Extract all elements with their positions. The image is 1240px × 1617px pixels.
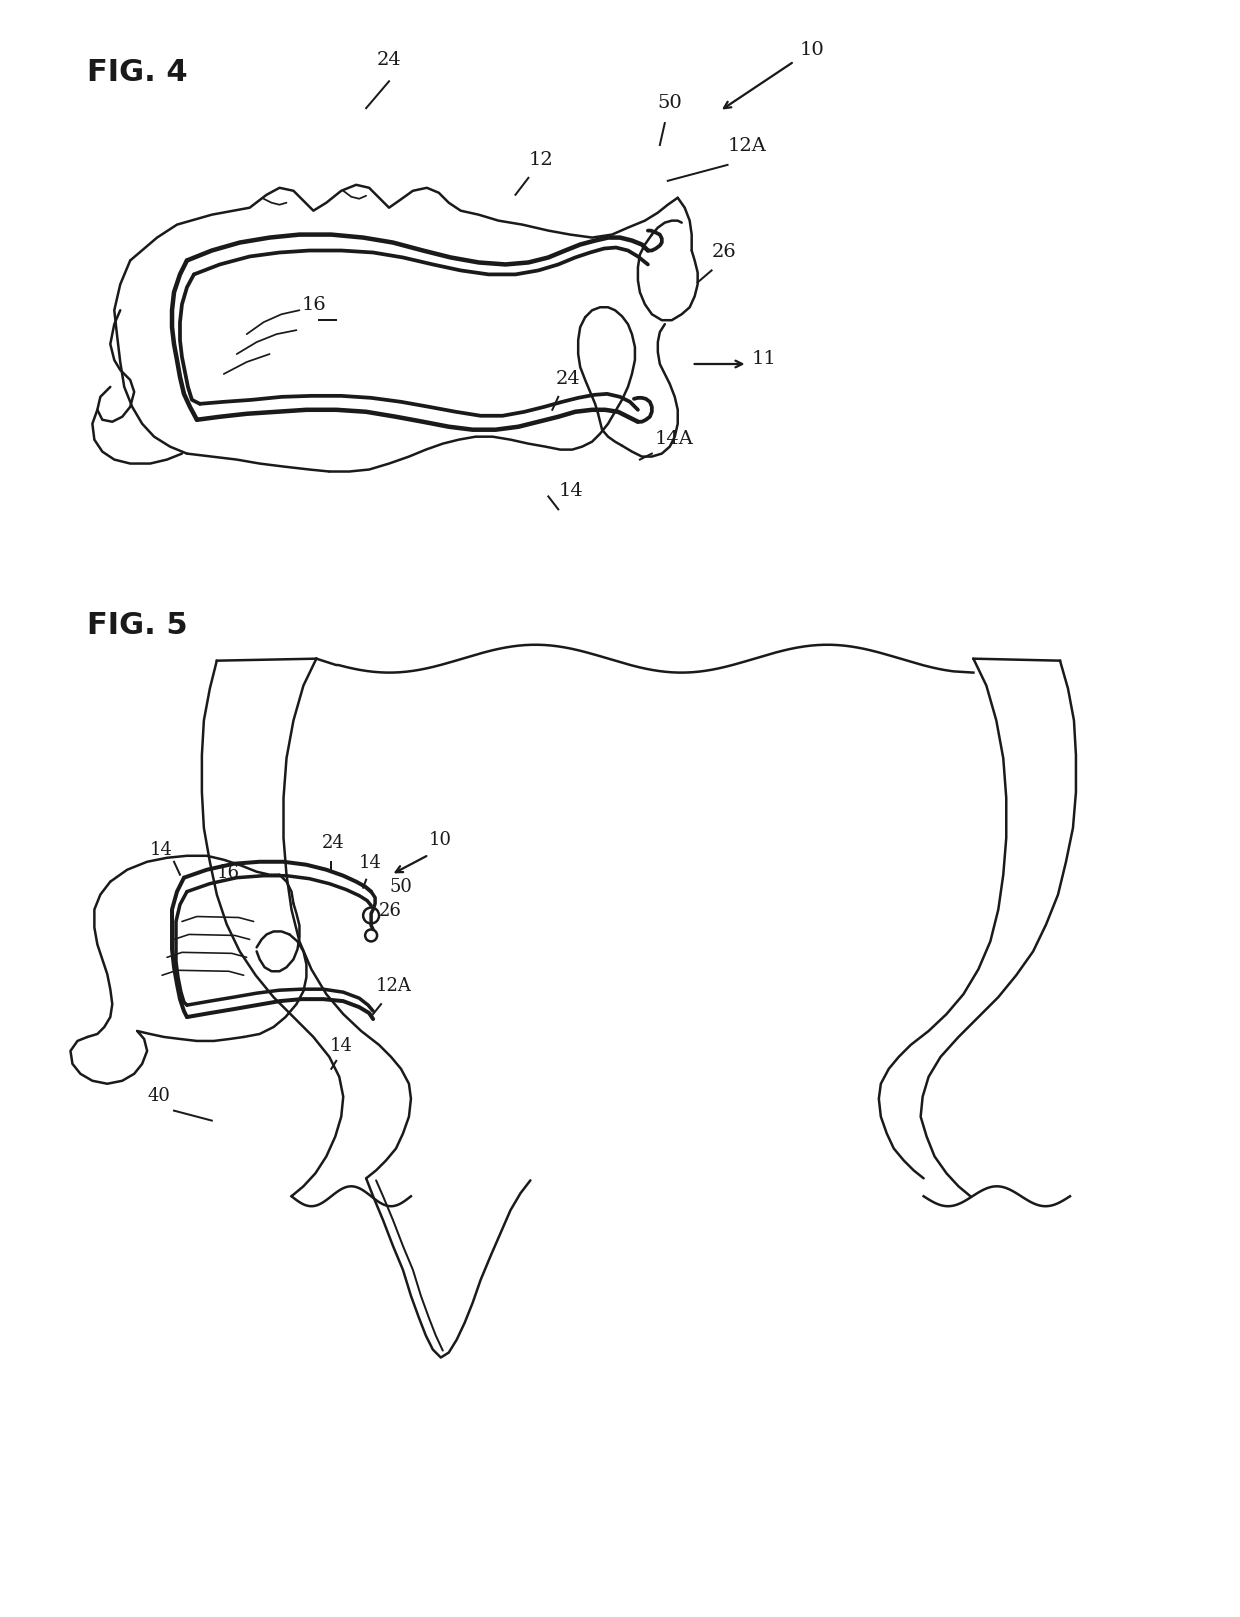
Text: 10: 10	[800, 42, 823, 60]
Text: 14A: 14A	[655, 430, 693, 448]
Text: 24: 24	[556, 370, 580, 388]
Text: 24: 24	[377, 52, 402, 70]
Text: 12A: 12A	[728, 137, 766, 155]
Text: 14: 14	[558, 482, 583, 500]
Text: 11: 11	[751, 349, 776, 369]
Text: 10: 10	[429, 831, 451, 849]
Text: 50: 50	[389, 878, 412, 896]
Text: 26: 26	[712, 244, 737, 262]
Text: FIG. 5: FIG. 5	[87, 611, 188, 640]
Text: 12: 12	[528, 150, 553, 168]
Text: 12A: 12A	[376, 977, 412, 994]
Text: 14: 14	[330, 1036, 352, 1054]
Text: 26: 26	[379, 902, 402, 920]
Text: FIG. 4: FIG. 4	[87, 58, 188, 87]
Text: 24: 24	[321, 834, 343, 852]
Text: 14: 14	[360, 854, 382, 872]
Text: 50: 50	[658, 94, 682, 112]
Text: 16: 16	[301, 296, 326, 314]
Text: 14: 14	[150, 841, 174, 859]
Text: 16: 16	[217, 863, 239, 881]
Text: 40: 40	[148, 1087, 170, 1104]
